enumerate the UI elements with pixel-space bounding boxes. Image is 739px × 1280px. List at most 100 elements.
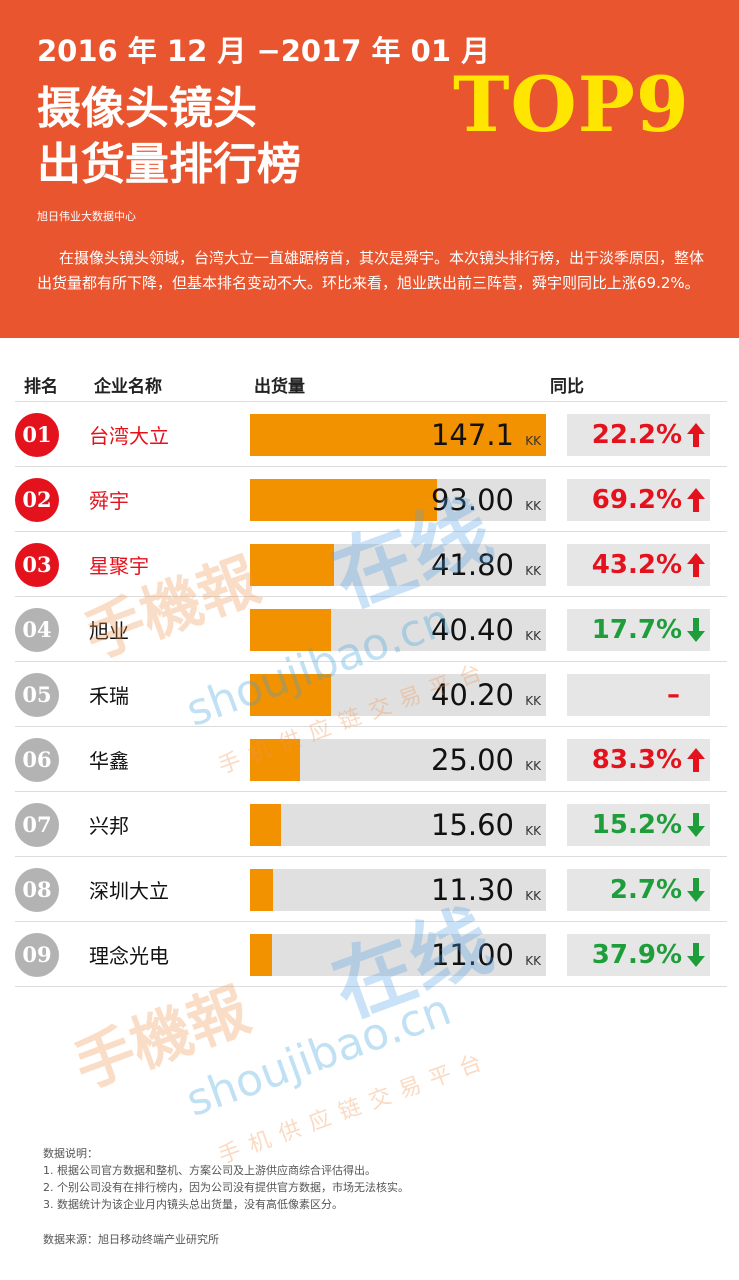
shipment-bar	[250, 674, 331, 716]
yoy-value: 83.3%	[591, 745, 682, 775]
shipment-unit: KK	[525, 824, 541, 838]
notes: 数据说明： 1. 根据公司官方数据和整机、方案公司及上游供应商综合评估得出。 2…	[43, 1145, 409, 1213]
shipment-bar-track: 25.00 KK	[250, 739, 546, 781]
col-header-shipment: 出货量	[254, 377, 305, 397]
company-name: 星聚宇	[89, 554, 149, 578]
yoy-cell: 69.2%	[567, 479, 710, 521]
rank-badge: 08	[15, 868, 59, 912]
shipment-value: 40.20	[430, 678, 514, 712]
company-name: 华鑫	[89, 749, 129, 773]
arrow-up-icon	[687, 553, 705, 577]
yoy-cell: 17.7%	[567, 609, 710, 651]
rank-badge: 03	[15, 543, 59, 587]
shipment-value: 93.00	[430, 483, 514, 517]
table-row: 04 旭业 40.40 KK 17.7%	[0, 597, 739, 662]
yoy-cell: 15.2%	[567, 804, 710, 846]
note-item: 2. 个别公司没有在排行榜内，因为公司没有提供官方数据，市场无法核实。	[43, 1181, 409, 1194]
row-divider	[15, 466, 727, 467]
yoy-cell: 2.7%	[567, 869, 710, 911]
page-title-line1: 摄像头镜头	[37, 83, 257, 134]
shipment-bar-track: 11.00 KK	[250, 934, 546, 976]
company-name: 旭业	[89, 619, 129, 643]
shipment-bar-track: 15.60 KK	[250, 804, 546, 846]
company-name: 理念光电	[89, 944, 169, 968]
shipment-unit: KK	[525, 889, 541, 903]
shipment-value: 40.40	[430, 613, 514, 647]
arrow-down-icon	[687, 878, 705, 902]
table-row: 09 理念光电 11.00 KK 37.9%	[0, 922, 739, 987]
shipment-value: 25.00	[430, 743, 514, 777]
top9-badge: TOP9	[453, 60, 690, 149]
shipment-bar	[250, 479, 437, 521]
shipment-bar	[250, 544, 334, 586]
yoy-cell: –	[567, 674, 710, 716]
rank-badge: 09	[15, 933, 59, 977]
row-divider	[15, 791, 727, 792]
rank-badge: 04	[15, 608, 59, 652]
date-range: 2016 年 12 月 −2017 年 01 月	[37, 34, 491, 68]
company-name: 禾瑞	[89, 684, 129, 708]
arrow-down-icon	[687, 618, 705, 642]
row-divider	[15, 661, 727, 662]
watermark-site-2: shoujibao.cn	[179, 984, 458, 1127]
shipment-unit: KK	[525, 499, 541, 513]
data-source: 数据来源：旭日移动终端产业研究所	[43, 1233, 219, 1246]
shipment-unit: KK	[525, 629, 541, 643]
arrow-up-icon	[687, 423, 705, 447]
rank-badge: 01	[15, 413, 59, 457]
shipment-bar-track: 147.1 KK	[250, 414, 546, 456]
arrow-up-icon	[687, 488, 705, 512]
header-banner: 2016 年 12 月 −2017 年 01 月 摄像头镜头 出货量排行榜 TO…	[0, 0, 739, 338]
shipment-unit: KK	[525, 564, 541, 578]
yoy-cell: 43.2%	[567, 544, 710, 586]
company-name: 台湾大立	[89, 424, 169, 448]
rank-badge: 02	[15, 478, 59, 522]
shipment-value: 41.80	[430, 548, 514, 582]
shipment-bar-track: 40.40 KK	[250, 609, 546, 651]
table-row: 07 兴邦 15.60 KK 15.2%	[0, 792, 739, 857]
shipment-bar	[250, 609, 331, 651]
yoy-value: 2.7%	[609, 875, 682, 905]
yoy-cell: 83.3%	[567, 739, 710, 781]
shipment-unit: KK	[525, 954, 541, 968]
source-label: 旭日伟业大数据中心	[37, 210, 136, 223]
shipment-value: 11.30	[430, 873, 514, 907]
page-title-line2: 出货量排行榜	[37, 139, 301, 190]
table-row: 08 深圳大立 11.30 KK 2.7%	[0, 857, 739, 922]
shipment-bar-track: 41.80 KK	[250, 544, 546, 586]
rank-badge: 06	[15, 738, 59, 782]
yoy-value: –	[667, 680, 680, 710]
row-divider	[15, 921, 727, 922]
arrow-down-icon	[687, 813, 705, 837]
row-divider	[15, 986, 727, 987]
note-item: 1. 根据公司官方数据和整机、方案公司及上游供应商综合评估得出。	[43, 1164, 376, 1177]
table-row: 01 台湾大立 147.1 KK 22.2%	[0, 402, 739, 467]
notes-title: 数据说明：	[43, 1147, 98, 1160]
arrow-up-icon	[687, 748, 705, 772]
shipment-value: 15.60	[430, 808, 514, 842]
row-divider	[15, 856, 727, 857]
shipment-bar-track: 40.20 KK	[250, 674, 546, 716]
shipment-bar	[250, 804, 281, 846]
yoy-cell: 22.2%	[567, 414, 710, 456]
shipment-value: 147.1	[430, 418, 514, 452]
table-row: 03 星聚宇 41.80 KK 43.2%	[0, 532, 739, 597]
note-item: 3. 数据统计为该企业月内镜头总出货量，没有高低像素区分。	[43, 1198, 343, 1211]
col-header-yoy: 同比	[550, 377, 584, 397]
company-name: 舜宇	[89, 489, 129, 513]
yoy-value: 22.2%	[591, 420, 682, 450]
table-row: 06 华鑫 25.00 KK 83.3%	[0, 727, 739, 792]
table-row: 02 舜宇 93.00 KK 69.2%	[0, 467, 739, 532]
shipment-bar-track: 93.00 KK	[250, 479, 546, 521]
rank-badge: 07	[15, 803, 59, 847]
shipment-bar	[250, 739, 300, 781]
header-divider	[15, 401, 727, 402]
shipment-unit: KK	[525, 759, 541, 773]
yoy-value: 17.7%	[591, 615, 682, 645]
row-divider	[15, 531, 727, 532]
col-header-company: 企业名称	[94, 377, 162, 397]
shipment-bar-track: 11.30 KK	[250, 869, 546, 911]
yoy-value: 15.2%	[591, 810, 682, 840]
row-divider	[15, 726, 727, 727]
description: 在摄像头镜头领域，台湾大立一直雄踞榜首，其次是舜宇。本次镜头排行榜，出于淡季原因…	[37, 249, 705, 292]
